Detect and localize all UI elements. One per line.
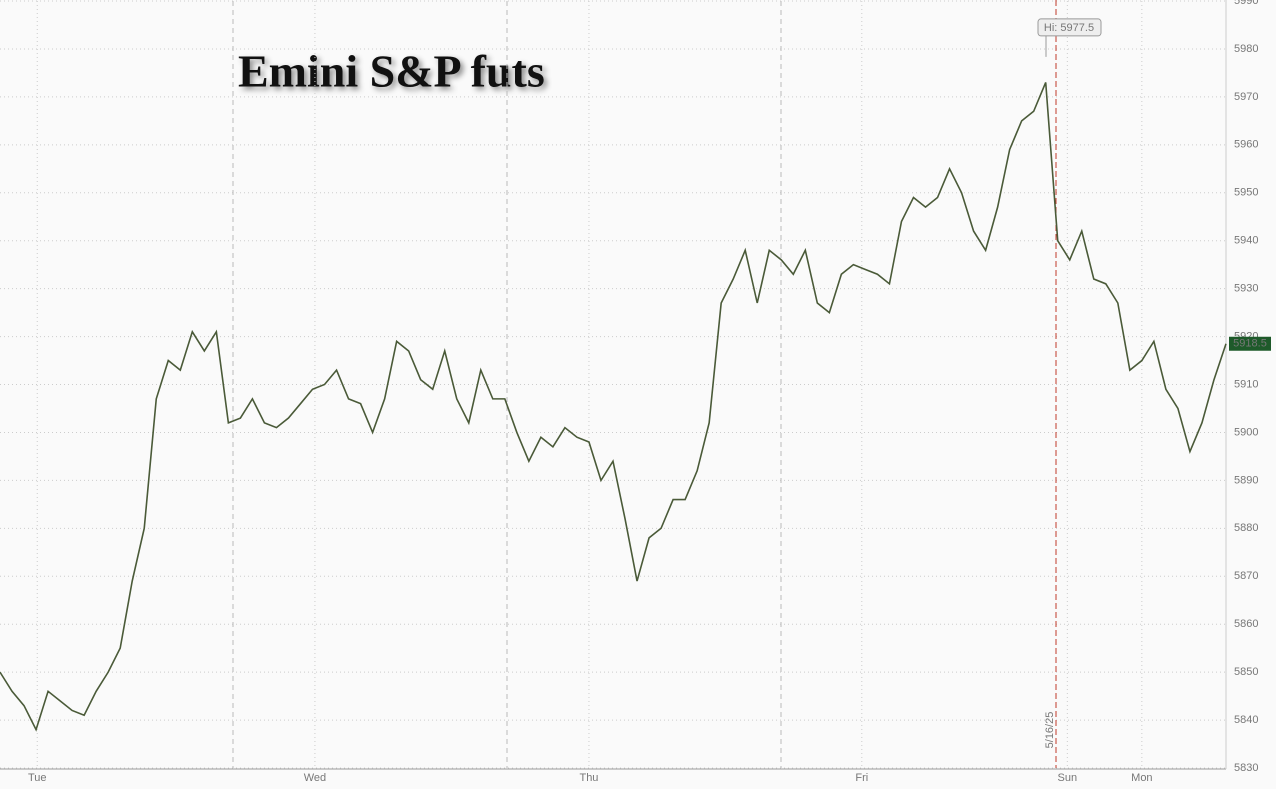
y-tick-label: 5960 xyxy=(1234,139,1258,151)
y-tick-label: 5880 xyxy=(1234,522,1258,534)
session-marker-label: 5/16/25 xyxy=(1044,712,1056,749)
y-tick-label: 5840 xyxy=(1234,714,1258,726)
last-price-label: 5918.5 xyxy=(1233,338,1267,350)
last-price-box xyxy=(1229,336,1271,351)
y-tick-label: 5930 xyxy=(1234,283,1258,295)
y-tick-label: 5940 xyxy=(1234,235,1258,247)
y-tick-label: 5970 xyxy=(1234,91,1258,103)
annotation-label: Hi: 5977.5 xyxy=(1044,22,1094,34)
y-tick-label: 5990 xyxy=(1234,0,1258,7)
y-tick-label: 5980 xyxy=(1234,43,1258,55)
x-tick-label: Tue xyxy=(28,772,47,784)
x-tick-label: Mon xyxy=(1131,772,1152,784)
x-tick-label: Wed xyxy=(304,772,326,784)
y-tick-label: 5850 xyxy=(1234,666,1258,678)
annotation-box xyxy=(1037,18,1102,37)
x-tick-label: Thu xyxy=(579,772,598,784)
y-tick-label: 5910 xyxy=(1234,378,1258,390)
y-tick-label: 5870 xyxy=(1234,570,1258,582)
y-tick-label: 5900 xyxy=(1234,426,1258,438)
price-line xyxy=(0,82,1227,732)
y-tick-label: 5950 xyxy=(1234,187,1258,199)
chart-title: Emini S&P futs xyxy=(238,46,545,97)
x-tick-label: Sun xyxy=(1058,772,1078,784)
x-tick-label: Fri xyxy=(855,772,868,784)
y-tick-label: 5890 xyxy=(1234,474,1258,486)
y-tick-label: 5860 xyxy=(1234,618,1258,630)
y-tick-label: 5830 xyxy=(1234,762,1258,774)
